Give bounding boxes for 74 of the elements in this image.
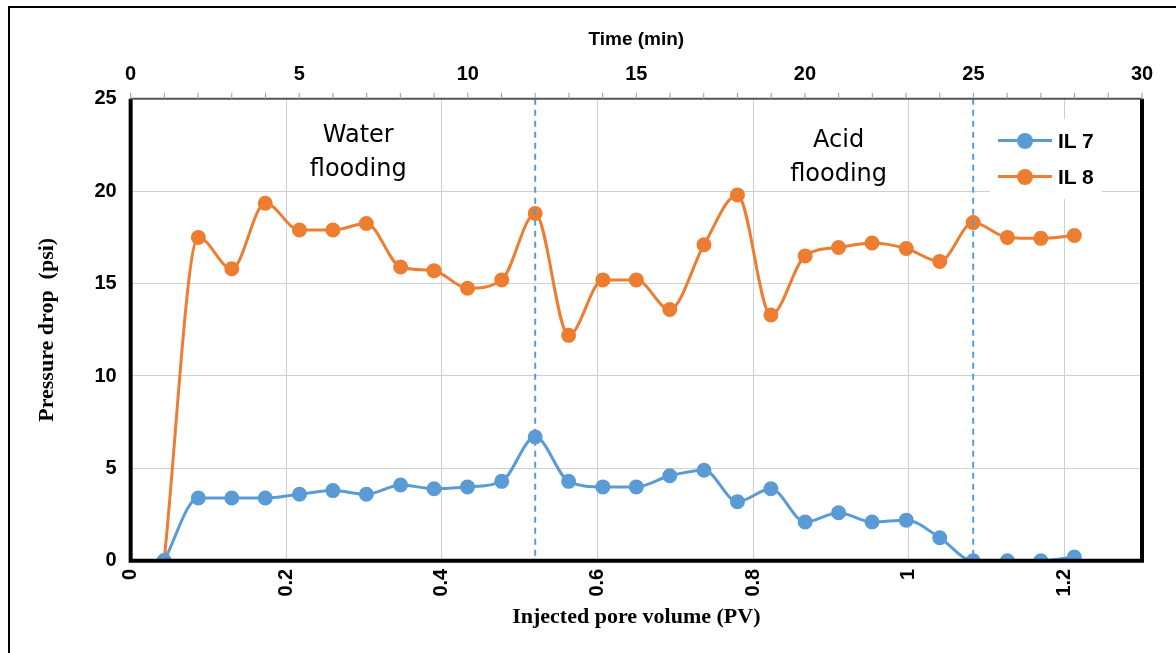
point [628, 272, 644, 288]
point [291, 486, 307, 502]
x-tick-label: 0.4 [429, 567, 452, 597]
point [358, 216, 374, 232]
point [763, 481, 779, 497]
point [1066, 228, 1082, 244]
x2-tick-label: 15 [625, 62, 648, 85]
point [864, 514, 880, 530]
point [561, 473, 577, 489]
point [898, 512, 914, 528]
x-tick-label: 1.2 [1051, 568, 1074, 597]
x2-tick-label: 30 [1130, 62, 1154, 85]
y-tick-label: 25 [94, 86, 117, 109]
x-tick-label: 1 [896, 568, 919, 580]
x2-tick-label: 5 [293, 62, 305, 85]
y-tick-label: 20 [94, 178, 117, 201]
point [291, 222, 307, 238]
legend-label: IL 7 [1058, 128, 1094, 153]
point [190, 229, 206, 245]
x2-tick-label: 10 [456, 62, 479, 85]
point [358, 486, 374, 502]
point [662, 301, 678, 317]
point [224, 261, 240, 277]
point [393, 259, 409, 275]
point [696, 462, 712, 478]
point [628, 479, 644, 495]
point [460, 280, 476, 296]
point [257, 195, 273, 211]
point [426, 263, 442, 279]
point [224, 490, 240, 506]
x2-tick-label: 0 [125, 62, 137, 85]
point [797, 248, 813, 264]
y-axis-title: Pressure drop (psi) [32, 237, 58, 422]
point [595, 272, 611, 288]
point [999, 229, 1015, 245]
x2-tick-label: 25 [962, 62, 985, 85]
point [325, 483, 341, 499]
point [831, 240, 847, 256]
legend-label: IL 8 [1058, 164, 1094, 189]
x-tick-label: 0.2 [273, 568, 296, 597]
point [494, 473, 510, 489]
point [494, 272, 510, 288]
point [257, 490, 273, 506]
x-axis-title: Injected pore volume (PV) [512, 603, 761, 629]
point [393, 477, 409, 493]
point [898, 240, 914, 256]
x-tick-label: 0.6 [584, 568, 607, 597]
y-tick-label: 10 [94, 363, 117, 386]
point [797, 514, 813, 530]
point [932, 530, 948, 546]
point [460, 479, 476, 495]
point [864, 235, 880, 251]
point [932, 253, 948, 269]
point [190, 490, 206, 506]
x-tick-label: 0 [118, 568, 141, 580]
x2-axis-title: Time (min) [588, 27, 685, 49]
point [831, 505, 847, 521]
y-tick-label: 15 [94, 271, 117, 294]
point [595, 479, 611, 495]
point [662, 468, 678, 484]
point [325, 222, 341, 238]
x2-tick-label: 20 [793, 62, 817, 85]
point [561, 327, 577, 343]
point [729, 494, 745, 510]
annotation: Acid flooding [790, 124, 888, 187]
point [426, 481, 442, 497]
point [729, 187, 745, 203]
y-tick-label: 5 [105, 455, 117, 478]
point [696, 237, 712, 253]
point [763, 307, 779, 323]
point [527, 429, 543, 445]
point [1033, 230, 1049, 246]
x-tick-label: 0.8 [740, 568, 763, 597]
annotation: Water flooding [309, 119, 407, 182]
